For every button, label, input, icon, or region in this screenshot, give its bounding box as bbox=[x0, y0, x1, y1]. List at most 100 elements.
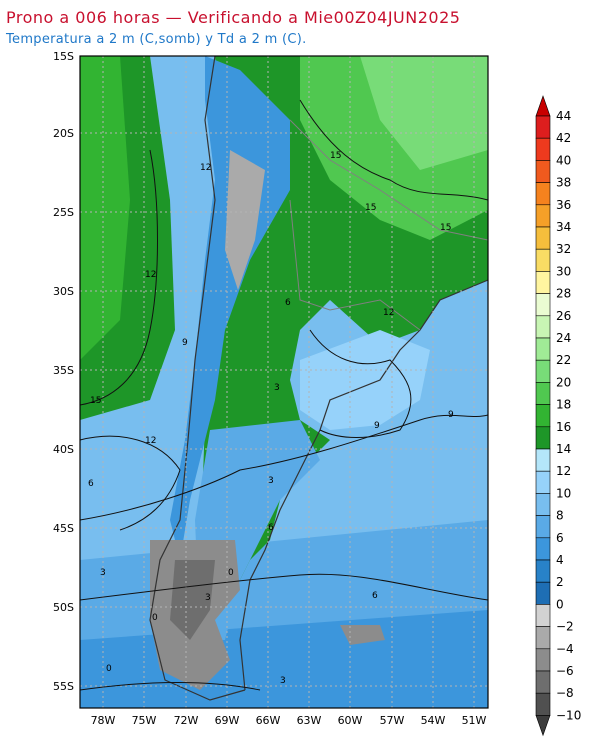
colorbar-swatch bbox=[535, 137, 551, 161]
colorbar-label: 12 bbox=[556, 464, 571, 478]
map-plot bbox=[80, 56, 488, 708]
contour-label: 12 bbox=[145, 270, 156, 280]
contour-label: 9 bbox=[448, 410, 454, 420]
contour-label: 3 bbox=[100, 568, 106, 578]
lon-label: 57W bbox=[380, 714, 405, 727]
lat-label: 20S bbox=[53, 127, 74, 140]
colorbar-label: 10 bbox=[556, 486, 571, 500]
map-subtitle: Temperatura a 2 m (C,somb) y Td a 2 m (C… bbox=[6, 32, 307, 47]
map-frame bbox=[79, 55, 489, 709]
contour-label: 6 bbox=[372, 591, 378, 601]
colorbar-swatch bbox=[535, 670, 551, 694]
falkland-islands bbox=[340, 625, 385, 645]
colorbar-swatch bbox=[535, 559, 551, 583]
colorbar-label: −10 bbox=[556, 708, 581, 722]
dewpoint-contours bbox=[80, 99, 488, 691]
colorbar-label: 24 bbox=[556, 331, 571, 345]
colorbar-swatch bbox=[535, 293, 551, 317]
colorbar: 4442403836343230282624222018161412108642… bbox=[535, 95, 581, 737]
lon-label: 78W bbox=[91, 714, 116, 727]
colorbar-swatch bbox=[535, 404, 551, 428]
colorbar-label: 18 bbox=[556, 398, 571, 412]
contour-label: 0 bbox=[152, 613, 158, 623]
map-title: Prono a 006 horas — Verificando a Mie00Z… bbox=[6, 8, 461, 27]
contour-label: 0 bbox=[228, 568, 234, 578]
lat-label: 15S bbox=[53, 50, 74, 63]
contour-label: 3 bbox=[280, 676, 286, 686]
graticule bbox=[80, 56, 488, 708]
colorbar-swatch bbox=[535, 470, 551, 494]
lon-label: 69W bbox=[215, 714, 240, 727]
colorbar-label: −2 bbox=[556, 620, 574, 634]
colorbar-swatch bbox=[535, 182, 551, 206]
colorbar-swatch bbox=[535, 160, 551, 183]
lat-label: 25S bbox=[53, 206, 74, 219]
province-border bbox=[289, 199, 421, 331]
contour-label: 12 bbox=[383, 308, 394, 318]
colorbar-label: 20 bbox=[556, 375, 571, 389]
colorbar-swatch bbox=[535, 204, 551, 228]
latitude-axis: 15S 20S 25S 30S 35S 40S 45S 50S 55S bbox=[53, 50, 74, 693]
colorbar-swatch bbox=[535, 493, 551, 516]
colorbar-label: 38 bbox=[556, 176, 571, 190]
contour-label: 15 bbox=[365, 203, 376, 213]
contour-label: 6 bbox=[268, 523, 274, 533]
colorbar-swatch bbox=[535, 315, 551, 339]
longitude-axis: 78W 75W 72W 69W 66W 63W 60W 57W 54W 51W bbox=[91, 714, 487, 727]
colorbar-label: 0 bbox=[556, 597, 564, 611]
colorbar-swatch bbox=[535, 692, 551, 716]
lat-label: 50S bbox=[53, 601, 74, 614]
colorbar-label: 4 bbox=[556, 553, 564, 567]
lat-label: 55S bbox=[53, 680, 74, 693]
contour-label: 12 bbox=[145, 436, 156, 446]
colorbar-label: 16 bbox=[556, 420, 571, 434]
contour-label: 9 bbox=[182, 338, 188, 348]
colorbar-swatch bbox=[535, 626, 551, 650]
contour-label: 9 bbox=[374, 421, 380, 431]
ice-field bbox=[170, 560, 215, 640]
contour-label: 0 bbox=[106, 664, 112, 674]
colorbar-label: −4 bbox=[556, 642, 574, 656]
colorbar-label: 8 bbox=[556, 509, 564, 523]
colorbar-label: 14 bbox=[556, 442, 571, 456]
colorbar-swatch bbox=[535, 382, 551, 405]
colorbar-swatch bbox=[535, 604, 551, 627]
colorbar-label: 32 bbox=[556, 242, 571, 256]
colorbar-swatch bbox=[535, 648, 551, 672]
lon-label: 72W bbox=[174, 714, 199, 727]
colorbar-min-arrow bbox=[535, 715, 551, 737]
lon-label: 63W bbox=[297, 714, 322, 727]
colorbar-swatch bbox=[535, 337, 551, 361]
contour-label: 6 bbox=[285, 298, 291, 308]
contour-label: 3 bbox=[274, 383, 280, 393]
lat-label: 45S bbox=[53, 522, 74, 535]
colorbar-label: 36 bbox=[556, 198, 571, 212]
colorbar-swatch bbox=[535, 248, 551, 272]
colorbar-swatch bbox=[535, 115, 551, 139]
colorbar-label: 26 bbox=[556, 309, 571, 323]
country-border bbox=[289, 119, 488, 241]
colorbar-swatch bbox=[535, 515, 551, 539]
lat-label: 35S bbox=[53, 364, 74, 377]
colorbar-label: 44 bbox=[556, 109, 571, 123]
colorbar-label: 6 bbox=[556, 531, 564, 545]
colorbar-swatch bbox=[535, 426, 551, 450]
altiplano-cold bbox=[225, 150, 265, 290]
contour-label: 6 bbox=[88, 479, 94, 489]
colorbar-label: 2 bbox=[556, 575, 564, 589]
colorbar-label: 28 bbox=[556, 287, 571, 301]
contour-label: 12 bbox=[200, 163, 211, 173]
lon-label: 66W bbox=[256, 714, 281, 727]
contour-label: 15 bbox=[440, 223, 451, 233]
colorbar-swatch bbox=[535, 581, 551, 605]
lat-label: 30S bbox=[53, 285, 74, 298]
colorbar-swatch bbox=[535, 226, 551, 250]
contour-labels: 15 12 15 15 12 6 9 3 12 15 12 9 6 3 0 0 … bbox=[88, 151, 454, 686]
colorbar-max-arrow bbox=[535, 95, 551, 117]
plata-basin bbox=[300, 330, 430, 430]
continent-hottest bbox=[360, 56, 488, 170]
lon-label: 75W bbox=[132, 714, 157, 727]
lat-label: 40S bbox=[53, 443, 74, 456]
colorbar-label: −6 bbox=[556, 664, 574, 678]
